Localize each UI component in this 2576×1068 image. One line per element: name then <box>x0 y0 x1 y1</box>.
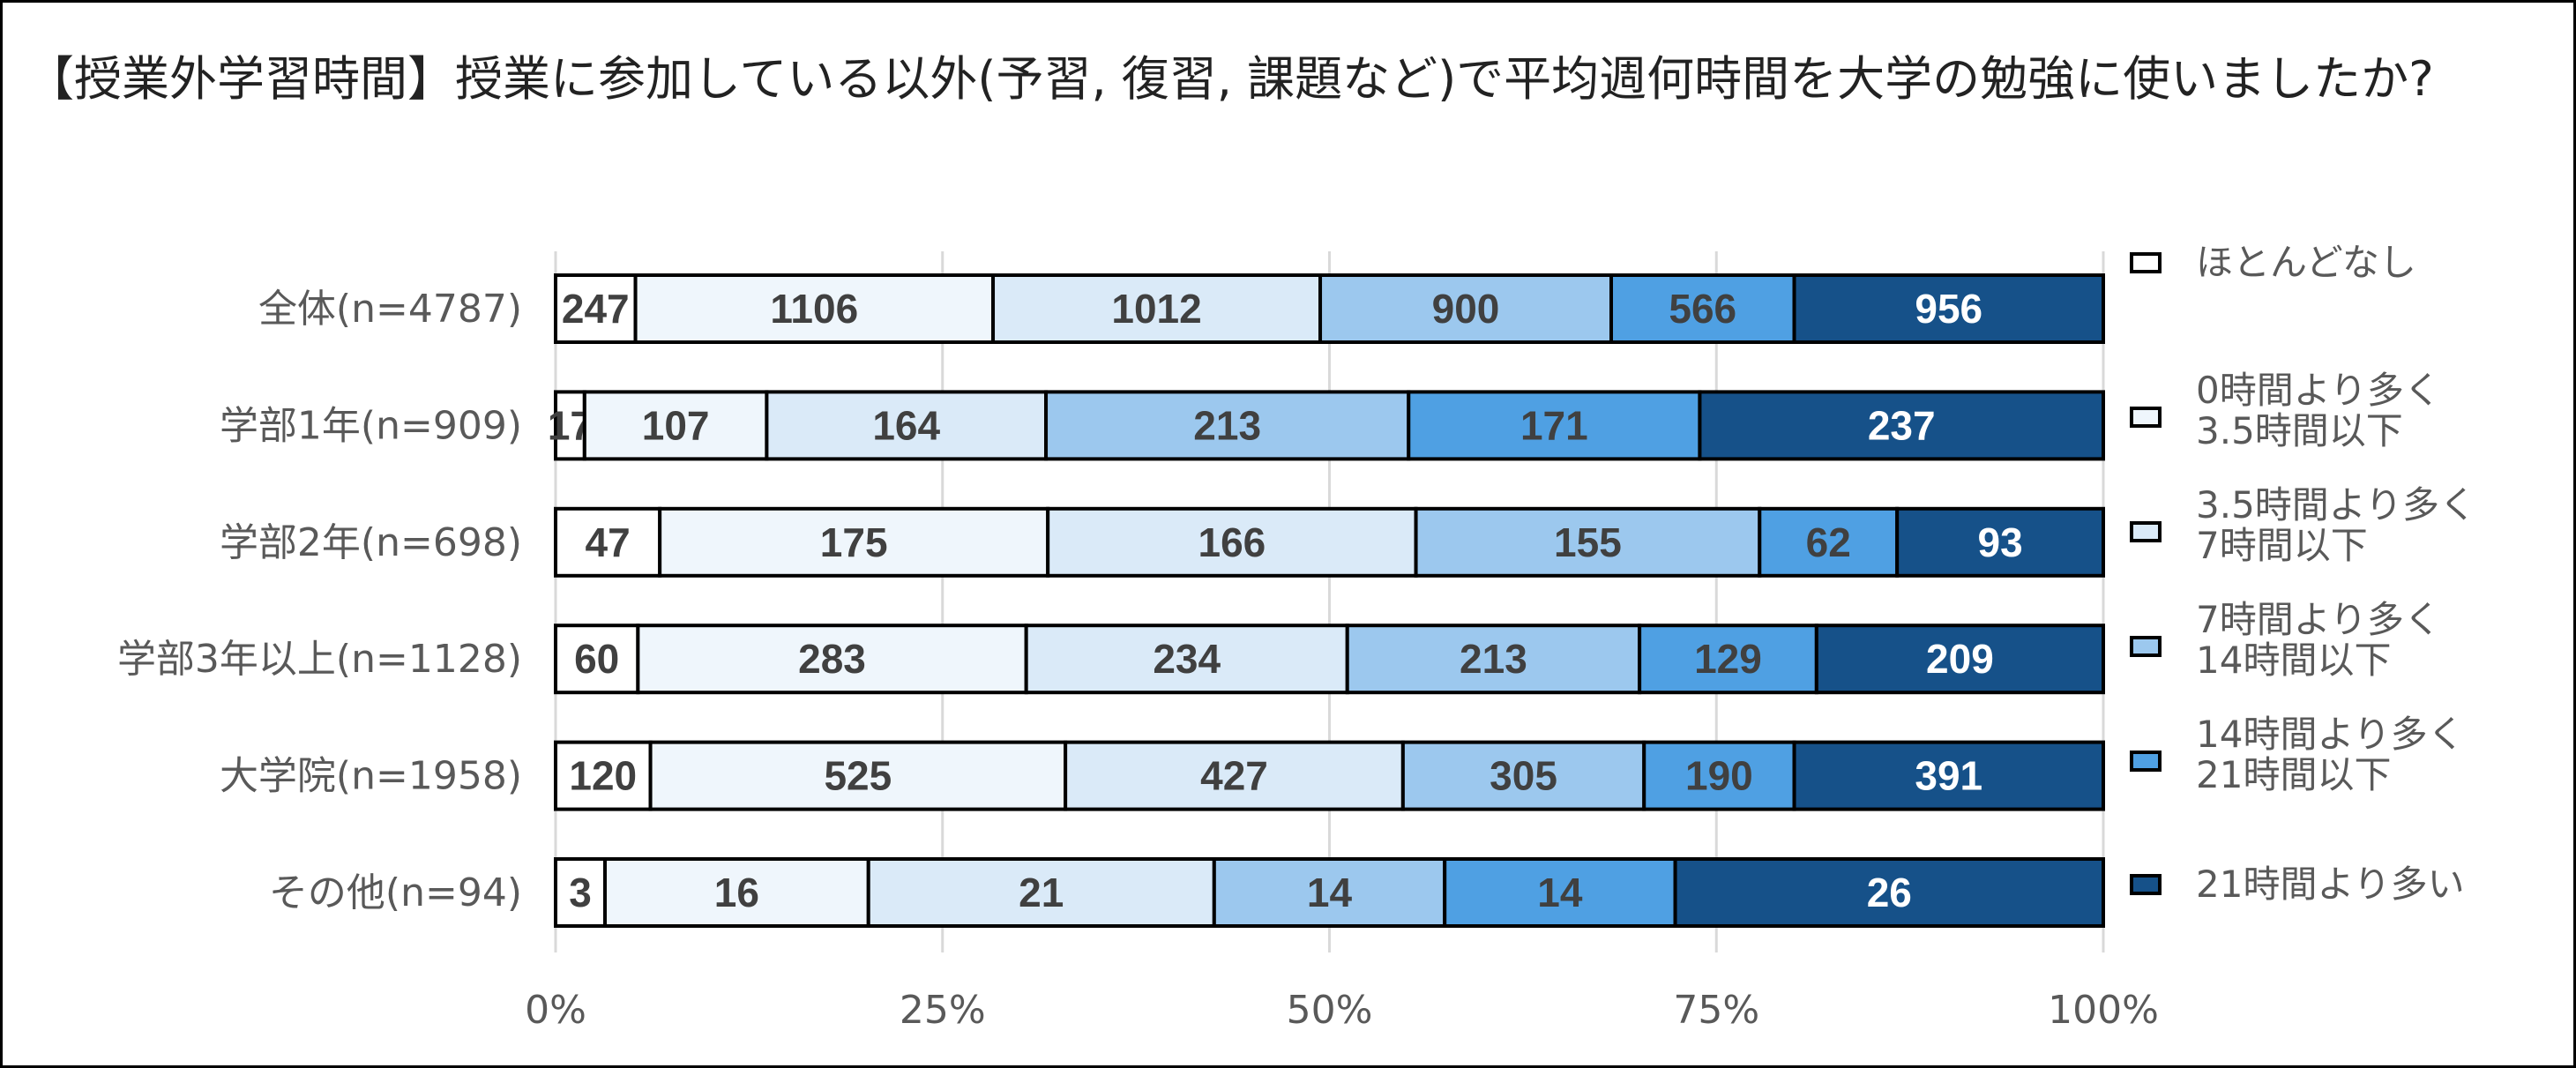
legend-swatch <box>2130 521 2162 542</box>
data-label: 209 <box>1926 636 1994 682</box>
bar-segment <box>1443 857 1677 928</box>
bar-segment <box>554 624 640 695</box>
legend-label-line: 21時間以下 <box>2196 753 2391 796</box>
bar-segment <box>1407 390 1702 461</box>
data-label: 120 <box>569 753 637 799</box>
data-label: 1012 <box>1111 286 1201 332</box>
bar-segment <box>554 390 586 461</box>
data-label: 60 <box>574 636 619 682</box>
category-label: 学部3年以上(n=1128) <box>117 637 522 682</box>
data-label: 62 <box>1806 519 1851 565</box>
category-label: 学部2年(n=698) <box>220 520 522 565</box>
bar-segment <box>1044 390 1411 461</box>
legend-label-line: 14時間以下 <box>2196 639 2391 682</box>
bar-segment <box>1895 506 2106 578</box>
data-label: 247 <box>562 286 630 332</box>
chart-title: 【授業外学習時間】授業に参加している以外(予習, 復習, 課題など)で平均週何時… <box>26 51 2434 107</box>
data-label: 166 <box>1198 519 1266 565</box>
bar-segment <box>1609 273 1796 344</box>
data-label: 93 <box>1977 519 2022 565</box>
legend-label-line: 3.5時間以下 <box>2196 409 2403 452</box>
data-label: 234 <box>1153 636 1221 682</box>
legend-label: 3.5時間より多く 7時間以下 <box>2196 483 2476 567</box>
data-label: 171 <box>1520 402 1588 448</box>
data-label: 190 <box>1685 753 1753 799</box>
legend-label-line: 21時間より多い <box>2196 863 2465 906</box>
bar-segment <box>1400 740 1646 811</box>
legend-label-line: 7時間以下 <box>2196 524 2368 567</box>
data-label: 213 <box>1460 636 1527 682</box>
bar-segment <box>554 273 638 344</box>
data-label: 525 <box>824 753 892 799</box>
data-label: 900 <box>1432 286 1500 332</box>
bar-segment <box>1814 624 2106 695</box>
data-label: 3 <box>569 870 592 915</box>
bar-segment <box>648 740 1068 811</box>
bar-segment <box>1638 624 1818 695</box>
data-label: 1106 <box>770 286 858 332</box>
data-label: 16 <box>714 870 759 915</box>
data-label: 305 <box>1490 753 1557 799</box>
legend-label-line: ほとんどなし <box>2196 241 2416 284</box>
data-label: 213 <box>1193 402 1261 448</box>
data-label: 175 <box>820 519 888 565</box>
data-label: 155 <box>1554 519 1622 565</box>
bar-segment <box>1345 624 1642 695</box>
x-tick-label: 75% <box>1673 988 1759 1033</box>
category-label: 学部1年(n=909) <box>220 403 522 448</box>
legend-label: 0時間より多く 3.5時間以下 <box>2196 369 2441 452</box>
bar-segment <box>1792 740 2106 811</box>
data-label: 164 <box>872 402 940 448</box>
legend-swatch <box>2130 407 2162 428</box>
bar-segment <box>554 506 662 578</box>
bar-segment <box>1673 857 2105 928</box>
data-label: 129 <box>1694 636 1762 682</box>
legend-label: 14時間より多く 21時間以下 <box>2196 713 2465 796</box>
category-label: その他(n=94) <box>269 870 522 915</box>
legend-swatch <box>2130 636 2162 657</box>
bar-segment <box>582 390 769 461</box>
bar-segment <box>1642 740 1796 811</box>
legend-label-line: 0時間より多く <box>2196 369 2441 412</box>
data-label: 283 <box>798 636 866 682</box>
data-label: 391 <box>1915 753 1982 799</box>
data-label: 956 <box>1915 286 1982 332</box>
data-label: 21 <box>1019 870 1064 915</box>
bar-segment <box>1024 624 1349 695</box>
bar-segment <box>1792 273 2106 344</box>
data-label: 566 <box>1669 286 1736 332</box>
bar-segment <box>554 740 653 811</box>
data-label: 47 <box>586 519 631 565</box>
legend-label-line: 7時間より多く <box>2196 598 2441 641</box>
x-tick-label: 25% <box>900 988 986 1033</box>
x-tick-label: 100% <box>2048 988 2159 1033</box>
legend-swatch <box>2130 252 2162 273</box>
data-label: 26 <box>1867 870 1912 915</box>
legend-label: 21時間より多い <box>2196 863 2465 906</box>
legend-label-line: 3.5時間より多く <box>2196 483 2476 527</box>
legend-label: ほとんどなし <box>2196 241 2416 284</box>
data-label: 107 <box>642 402 710 448</box>
legend-swatch <box>2130 874 2162 895</box>
category-label: 大学院(n=1958) <box>220 754 522 799</box>
legend-label-line: 14時間より多く <box>2196 713 2465 756</box>
bar-segment <box>1698 390 2106 461</box>
data-label: 427 <box>1200 753 1268 799</box>
x-tick-label: 50% <box>1287 988 1373 1033</box>
x-tick-label: 0% <box>525 988 586 1033</box>
bar-segment <box>636 624 1028 695</box>
data-label: 14 <box>1537 870 1583 915</box>
data-label: 14 <box>1307 870 1353 915</box>
legend-label: 7時間より多く 14時間以下 <box>2196 598 2441 682</box>
bar-segment <box>1414 506 1762 578</box>
legend-swatch <box>2130 751 2162 772</box>
data-label: 237 <box>1868 402 1936 448</box>
bar-segment <box>1212 857 1447 928</box>
bar-segment <box>1046 506 1418 578</box>
bar-segment <box>658 506 1050 578</box>
category-label: 全体(n=4787) <box>258 287 522 332</box>
